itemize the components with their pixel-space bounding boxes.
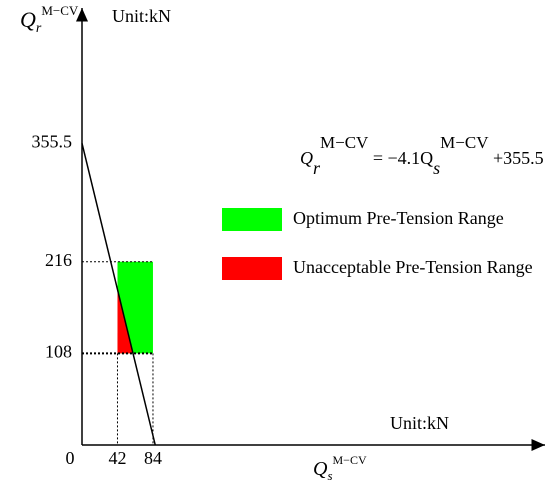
eq-part: M−CV bbox=[440, 133, 489, 152]
sup: M−CV bbox=[333, 453, 367, 467]
legend-swatch bbox=[222, 208, 282, 231]
eq-part: r bbox=[313, 158, 321, 178]
x-tick-label: 42 bbox=[108, 448, 126, 468]
x-tick-label: 0 bbox=[66, 448, 75, 468]
x-axis-label: QsM−CV bbox=[313, 453, 367, 483]
legend-label: Unacceptable Pre-Tension Range bbox=[293, 257, 533, 277]
y-unit: Unit:kN bbox=[112, 6, 171, 26]
base: Q bbox=[313, 458, 328, 480]
line bbox=[81, 143, 156, 446]
eq-part: Q bbox=[300, 148, 313, 168]
eq-part: s bbox=[433, 158, 440, 178]
eq-part: = −4.1Q bbox=[368, 148, 433, 168]
eq-part: M−CV bbox=[320, 133, 369, 152]
base: Q bbox=[20, 7, 36, 32]
sup: M−CV bbox=[41, 3, 79, 18]
legend-swatch bbox=[222, 257, 282, 280]
y-tick-label: 216 bbox=[45, 250, 72, 270]
x-tick-label: 84 bbox=[144, 448, 162, 468]
x-unit: Unit:kN bbox=[390, 413, 449, 433]
equation: QrM−CV = −4.1QsM−CV +355.5 bbox=[300, 133, 544, 178]
y-tick-label: 108 bbox=[45, 341, 72, 361]
legend-label: Optimum Pre-Tension Range bbox=[293, 208, 504, 228]
sub: r bbox=[36, 21, 42, 36]
eq-part: +355.5 bbox=[489, 148, 544, 168]
y-tick-label: 355.5 bbox=[32, 131, 73, 151]
sub: s bbox=[327, 468, 332, 483]
y-axis-label: Qr M−CV bbox=[20, 3, 79, 36]
